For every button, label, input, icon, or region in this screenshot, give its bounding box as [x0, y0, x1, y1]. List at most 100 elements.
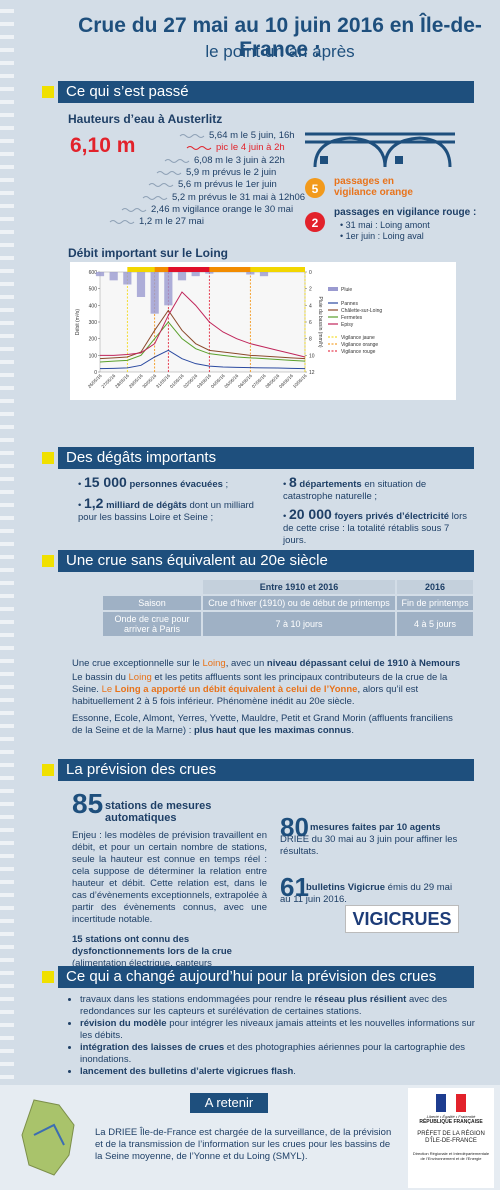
- chart-title: Débit important sur le Loing: [68, 246, 229, 260]
- chart: 0 100 200 300 400 500 600 0 2 4 6 8 10 12 Débit (m³/s)…: [70, 262, 456, 400]
- map-icon: [21, 1099, 75, 1176]
- text-segment: lancement des bulletins d’alerte vigicru…: [80, 1066, 294, 1077]
- text: 1er juin : Loing aval: [345, 231, 424, 241]
- bullets: travaux dans les stations endommagées po…: [68, 994, 480, 1078]
- text-segment: Le: [101, 684, 115, 695]
- paragraphs: Une crue exceptionnelle sur le Loing, av…: [72, 658, 464, 737]
- marker: [42, 86, 54, 98]
- text-segment: , avec un: [225, 658, 267, 669]
- orange-text: passages en vigilance orange: [334, 176, 413, 198]
- y-tick-label: 300: [89, 320, 98, 326]
- footer-text: La DRIEE Île-de-France est chargée de la…: [95, 1127, 392, 1162]
- vigicrues-logo: VIGICRUES: [345, 905, 459, 933]
- subtitle: le point un an après: [205, 42, 355, 61]
- damage-item: • 20 000 foyers privés d’électricité lor…: [283, 506, 467, 546]
- y-tick-label: 400: [89, 303, 98, 309]
- cell: 4 à 5 jours: [397, 612, 473, 636]
- wave: [156, 170, 182, 175]
- wave-line: [121, 207, 147, 212]
- cell: Fin de printemps: [397, 596, 473, 610]
- y-tick-label: 600: [89, 270, 98, 276]
- bullet: lancement des bulletins d’alerte vigicru…: [80, 1066, 480, 1078]
- vigilance-icons: [305, 178, 325, 232]
- wave: [179, 134, 205, 138]
- damage-item: • 1,2 milliard de dégâts dont un milliar…: [78, 495, 254, 523]
- height-item: 5,6 m prévus le 1er juin: [178, 179, 277, 191]
- text-segment: intégration des laisses de crues: [80, 1042, 225, 1053]
- x-tick-label: 10/06/16: [292, 373, 308, 389]
- text-segment: et les petits affluents sont les princip…: [72, 672, 448, 695]
- number: 15 000: [83, 474, 127, 490]
- text-segment: révision du modèle: [80, 1018, 167, 1029]
- wave-line: [164, 158, 190, 163]
- height-item: pic le 4 juin à 2h: [216, 142, 285, 154]
- y2-axis-label: Pluie du bassin (mm/h): [317, 296, 323, 347]
- rain-bar: [246, 272, 255, 275]
- prefect: PRÉFET DE LA RÉGION D’ÎLE-DE-FRANCE: [417, 1131, 485, 1144]
- table-row: Saison Crue d’hiver (1910) ou de début de…: [103, 596, 473, 610]
- legend-label: Episy: [341, 322, 354, 328]
- wave: [164, 158, 190, 163]
- cell: Crue d’hiver (1910) ou de début de print…: [203, 596, 396, 610]
- y2-tick-label: 8: [309, 337, 312, 343]
- rain-bar: [205, 272, 214, 274]
- text-segment: et des photographies aériennes pour la c…: [80, 1042, 465, 1065]
- text-segment: plus haut que les maximas connus: [194, 725, 352, 736]
- text-segment: Le bassin du: [72, 672, 129, 683]
- y2-tick-label: 6: [309, 320, 312, 326]
- text-segment: réseau plus résilient: [314, 994, 407, 1005]
- marker: [42, 764, 54, 776]
- cell: 7 à 10 jours: [203, 612, 396, 636]
- number: 8: [288, 474, 297, 490]
- stat-text: bulletins Vigicrue émis du 29 mai au 11 …: [280, 882, 465, 906]
- red-count: 2: [311, 216, 319, 230]
- legend-label: Fermetes: [341, 315, 363, 321]
- y2-tick-label: 0: [309, 270, 312, 276]
- section-title: La prévision des crues: [58, 759, 474, 781]
- rain-bar: [259, 272, 269, 277]
- legend-label: Pannes: [341, 301, 358, 307]
- series-line: [99, 309, 306, 360]
- height-item: 5,9 m prévus le 2 juin: [186, 166, 277, 178]
- text: DRIEE du 30 mai au 3 juin pour affiner l…: [280, 834, 458, 857]
- peak: 6,10 m: [70, 134, 136, 157]
- direction: Direction Régionale et Interdépartementa…: [412, 1151, 490, 1161]
- y2-tick-label: 10: [309, 353, 315, 359]
- section-title: Ce qui a changé aujourd’hui pour la prév…: [58, 966, 474, 988]
- strong: mesures faites par 10 agents: [310, 822, 441, 833]
- text-segment: .: [351, 725, 354, 736]
- damage-item: • 15 000 personnes évacuées ;: [78, 474, 229, 490]
- text-segment: pour intégrer les niveaux jamais atteint…: [80, 1018, 475, 1041]
- rain-bar: [95, 272, 105, 277]
- text-segment: travaux dans les stations endommagées po…: [80, 994, 315, 1005]
- series-line: [99, 321, 306, 363]
- orange-count: 5: [311, 182, 319, 196]
- stat-number: 85: [72, 788, 104, 819]
- text: dont un milliard pour les bassins Loire …: [78, 500, 254, 523]
- paragraph: Une crue exceptionnelle sur le Loing, av…: [72, 658, 464, 670]
- text-segment: 15 stations ont connu des dysfonctionnem…: [72, 934, 232, 957]
- enjeu: Enjeu : les modèles de prévision travail…: [72, 830, 267, 925]
- text: lors de cette crise : la totalité rétabl…: [283, 511, 467, 546]
- y-axis-label: Débit (m³/s): [75, 309, 81, 335]
- vigilance-band: [168, 267, 210, 272]
- y2-tick-label: 4: [309, 303, 312, 309]
- legend-label: Pluie: [341, 287, 352, 293]
- wave: [142, 195, 168, 200]
- text-segment: .: [293, 1066, 296, 1077]
- height-item: 2,46 m vigilance orange le 30 mai: [151, 203, 294, 215]
- empty-cell: [103, 580, 201, 594]
- motto: Liberté • Égalité • Fraternité: [426, 1114, 476, 1119]
- stat-text: stations de mesures automatiques: [105, 800, 212, 824]
- paragraph: Essonne, Ecole, Almont, Yerres, Yvette, …: [72, 713, 464, 737]
- strong: milliard de dégâts: [106, 500, 187, 511]
- wave-line: [142, 195, 168, 200]
- text: 31 mai : Loing amont: [345, 220, 430, 230]
- side-stripe: [0, 0, 14, 1085]
- marker: [42, 555, 54, 567]
- bullet: intégration des laisses de crues et des …: [80, 1042, 480, 1066]
- y-tick-label: 500: [89, 287, 98, 293]
- red-text: passages en vigilance rouge :: [334, 207, 477, 218]
- height-item: 1,2 m le 27 mai: [139, 216, 204, 228]
